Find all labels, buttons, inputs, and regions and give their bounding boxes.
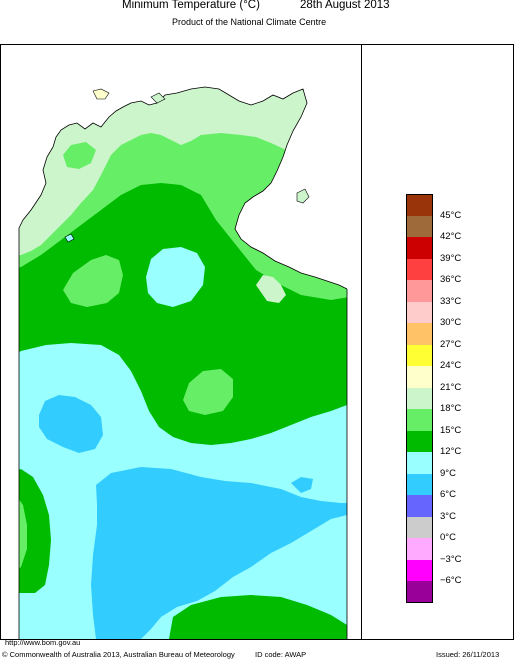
map-subtitle: Product of the National Climate Centre [172, 17, 327, 27]
legend-label: 30°C [440, 317, 462, 329]
legend-swatch [406, 344, 433, 367]
legend-label: 45°C [440, 209, 462, 221]
legend-swatch [406, 495, 433, 518]
legend-label: 27°C [440, 338, 462, 350]
legend-label: 24°C [440, 360, 462, 372]
legend-swatch [406, 559, 433, 582]
legend-swatch [406, 215, 433, 238]
map-frame [0, 44, 514, 640]
legend-label: 21°C [440, 381, 462, 393]
legend-swatch [406, 387, 433, 410]
island-east [296, 188, 310, 204]
legend-swatch [406, 409, 433, 432]
zone-6-east [291, 477, 313, 493]
legend-label: 0°C [440, 532, 456, 544]
legend-label: 6°C [440, 489, 456, 501]
frame-divider [361, 44, 362, 640]
zone-12-south [169, 595, 347, 639]
id-code: ID code: AWAP [255, 650, 307, 659]
footer-url: http://www.bom.gov.au [5, 638, 81, 647]
zone-15-central [183, 369, 233, 415]
legend-swatch [406, 258, 433, 281]
legend-swatch [406, 194, 433, 217]
legend-label: 39°C [440, 252, 462, 264]
legend-label: 9°C [440, 467, 456, 479]
legend-swatch [406, 538, 433, 561]
temperature-map [18, 86, 348, 639]
legend-swatch [406, 237, 433, 260]
legend-label: 12°C [440, 446, 462, 458]
legend-swatch [406, 280, 433, 303]
map-title: Minimum Temperature (°C) [122, 0, 260, 11]
issued-date: Issued: 26/11/2013 [436, 650, 500, 659]
legend-label: 18°C [440, 403, 462, 415]
coastline [18, 86, 348, 290]
legend-label: −3°C [440, 553, 462, 565]
legend-label: 33°C [440, 295, 462, 307]
legend-label: 36°C [440, 274, 462, 286]
zone-6-west [39, 395, 103, 453]
map-date: 28th August 2013 [300, 0, 390, 11]
copyright: © Commonwealth of Australia 2013, Austra… [2, 650, 235, 659]
island-west [64, 233, 75, 243]
island-north [92, 88, 110, 100]
zone-9-north-blob [146, 247, 205, 307]
legend-swatch [406, 323, 433, 346]
legend-swatch [406, 430, 433, 453]
legend-label: 42°C [440, 231, 462, 243]
map-title-line: Minimum Temperature (°C) 28th August 201… [0, 0, 516, 14]
zone-15-west [63, 255, 123, 307]
legend-label: 3°C [440, 510, 456, 522]
zone-18-east [256, 275, 286, 303]
zone-6-main [91, 467, 347, 639]
zone-15-southwest [19, 491, 27, 575]
legend-swatch [406, 366, 433, 389]
legend-label: −6°C [440, 575, 462, 587]
legend-swatch [406, 581, 433, 604]
legend-swatch [406, 301, 433, 324]
island-small [150, 92, 166, 104]
legend-swatch [406, 516, 433, 539]
temperature-zones [19, 87, 347, 639]
legend-swatch [406, 452, 433, 475]
legend-swatch [406, 473, 433, 496]
zone-15-tip [63, 142, 96, 169]
legend-label: 15°C [440, 424, 462, 436]
